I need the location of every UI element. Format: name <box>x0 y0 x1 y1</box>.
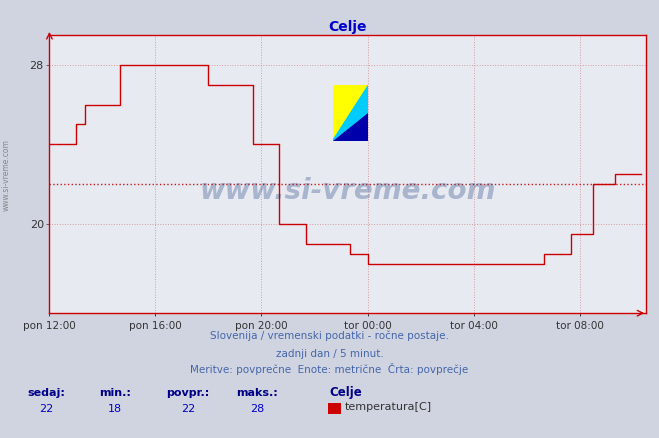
Text: www.si-vreme.com: www.si-vreme.com <box>200 177 496 205</box>
Text: sedaj:: sedaj: <box>27 389 65 399</box>
Text: 22: 22 <box>181 404 195 414</box>
Polygon shape <box>333 113 368 141</box>
Text: temperatura[C]: temperatura[C] <box>345 403 432 413</box>
Polygon shape <box>333 85 368 141</box>
Text: Slovenija / vremenski podatki - ročne postaje.: Slovenija / vremenski podatki - ročne po… <box>210 331 449 342</box>
Text: zadnji dan / 5 minut.: zadnji dan / 5 minut. <box>275 349 384 359</box>
Title: Celje: Celje <box>328 20 367 34</box>
Text: maks.:: maks.: <box>236 389 278 399</box>
Text: povpr.:: povpr.: <box>166 389 210 399</box>
Text: 22: 22 <box>39 404 53 414</box>
Polygon shape <box>333 85 368 141</box>
Text: 28: 28 <box>250 404 264 414</box>
Text: min.:: min.: <box>100 389 131 399</box>
Text: www.si-vreme.com: www.si-vreme.com <box>2 139 11 211</box>
Text: Meritve: povprečne  Enote: metrične  Črta: povprečje: Meritve: povprečne Enote: metrične Črta:… <box>190 363 469 375</box>
Text: 18: 18 <box>108 404 123 414</box>
Text: Celje: Celje <box>330 386 362 399</box>
